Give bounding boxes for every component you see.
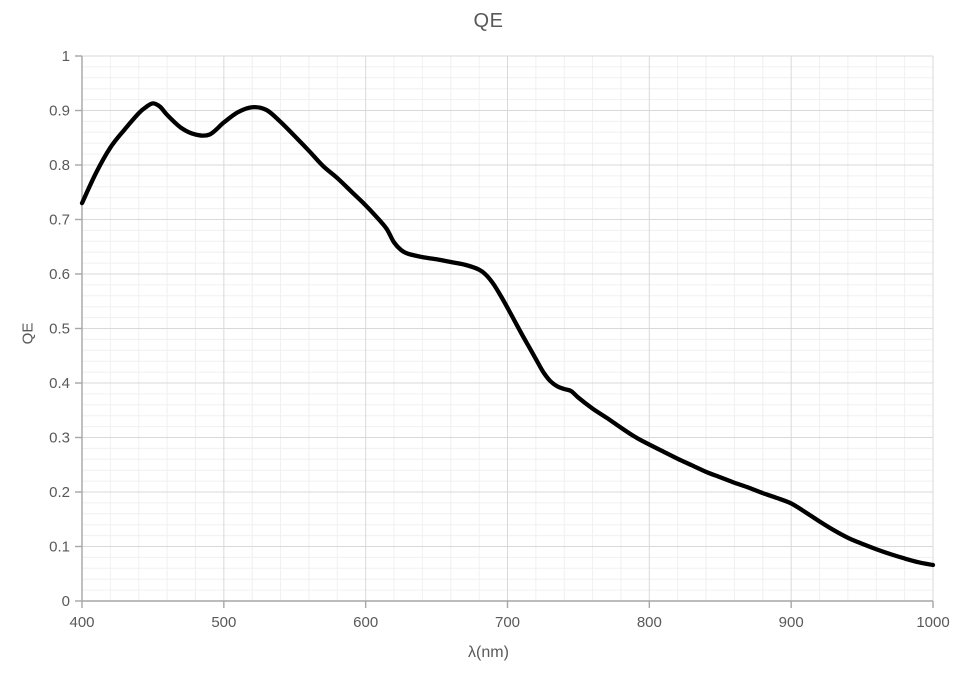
y-tick-label: 1 — [62, 48, 70, 65]
y-tick-label: 0 — [62, 593, 70, 610]
x-tick-label: 900 — [779, 614, 804, 631]
axis-ticks — [75, 55, 934, 608]
y-tick-labels: 0 0.1 0.2 0.3 0.4 0.5 0.6 0.7 0.8 0.9 1 — [49, 48, 70, 610]
x-axis-title: λ(nm) — [468, 644, 509, 661]
x-tick-label: 1000 — [916, 614, 949, 631]
chart-title: QE — [473, 10, 504, 32]
y-tick-label: 0.2 — [49, 484, 70, 501]
qe-curve — [79, 101, 936, 568]
x-tick-labels: 400 500 600 700 800 900 1000 — [69, 614, 949, 631]
grid-major — [81, 55, 934, 602]
y-axis-title: QE — [19, 322, 37, 345]
x-tick-label: 600 — [353, 614, 378, 631]
y-tick-label: 0.4 — [49, 375, 70, 392]
x-tick-label: 700 — [495, 614, 520, 631]
y-tick-label: 0.9 — [49, 103, 70, 120]
x-tick-label: 500 — [211, 614, 236, 631]
y-tick-label: 0.3 — [49, 430, 70, 447]
y-tick-label: 0.7 — [49, 212, 70, 229]
y-tick-label: 0.1 — [49, 539, 70, 556]
x-tick-label: 800 — [637, 614, 662, 631]
y-tick-label: 0.6 — [49, 266, 70, 283]
x-tick-label: 400 — [69, 614, 94, 631]
y-tick-label: 0.8 — [49, 157, 70, 174]
y-tick-label: 0.5 — [49, 321, 70, 338]
